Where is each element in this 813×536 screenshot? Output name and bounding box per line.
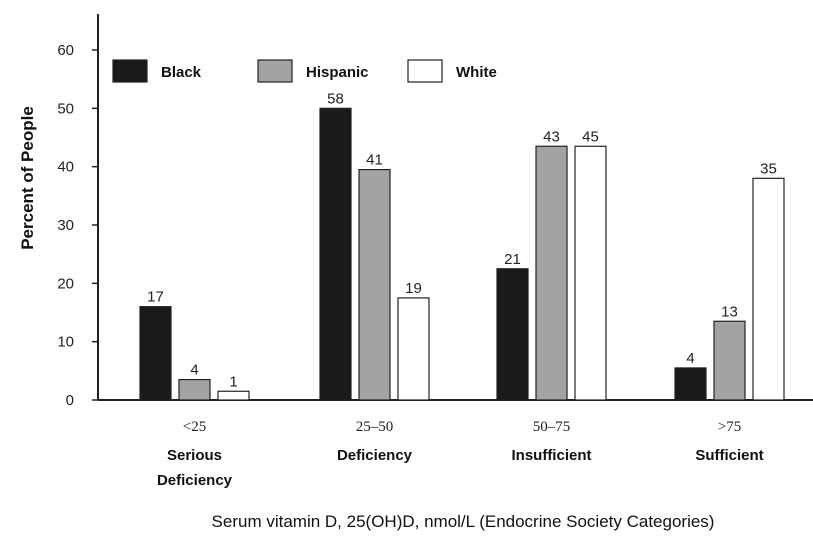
y-tick-label: 50 — [57, 100, 74, 117]
legend: Black Hispanic White — [112, 59, 497, 83]
y-tick-label: 30 — [57, 217, 74, 234]
y-tick-label: 20 — [57, 275, 74, 292]
data-label: 17 — [147, 289, 164, 306]
category-sublabel: Deficiency — [157, 472, 233, 489]
bar-white-1 — [397, 297, 430, 401]
data-label: 4 — [190, 362, 198, 379]
x-axis-label: Serum vitamin D, 25(OH)D, nmol/L (Endocr… — [212, 512, 715, 531]
bar-hispanic-1 — [358, 168, 391, 401]
x-tick-label: 25–50 — [356, 419, 394, 435]
bar-white-0 — [217, 390, 250, 401]
bar-black-1 — [319, 107, 352, 401]
bars — [139, 107, 785, 401]
data-label: 43 — [543, 128, 560, 145]
legend-swatch-white — [407, 59, 443, 83]
x-tick-label: 50–75 — [533, 419, 571, 435]
category-sublabel: Deficiency — [337, 447, 413, 464]
bar-black-0 — [139, 306, 172, 401]
legend-swatch-black — [112, 59, 148, 83]
data-label: 45 — [582, 128, 599, 145]
data-label: 4 — [686, 350, 694, 367]
bar-white-3 — [752, 177, 785, 401]
legend-label-hispanic: Hispanic — [306, 64, 369, 81]
y-tick-label: 10 — [57, 334, 74, 351]
legend-label-white: White — [456, 64, 497, 81]
category-sublabel: Sufficient — [695, 447, 763, 464]
y-tick-label: 40 — [57, 159, 74, 176]
data-label: 41 — [366, 152, 383, 169]
data-labels: 17 58 21 4 4 41 43 13 1 19 45 35 — [147, 90, 777, 390]
category-sublabel: Insufficient — [511, 447, 591, 464]
data-label: 58 — [327, 90, 344, 107]
data-label: 21 — [504, 251, 521, 268]
bar-hispanic-0 — [178, 378, 211, 401]
category-sublabel: Serious — [167, 447, 222, 464]
data-label: 1 — [229, 373, 237, 390]
data-label: 13 — [721, 303, 738, 320]
y-axis-label: Percent of People — [18, 106, 37, 250]
bar-white-2 — [574, 145, 607, 401]
x-tick-label: <25 — [183, 419, 206, 435]
legend-swatch-hispanic — [257, 59, 293, 83]
bar-black-3 — [674, 367, 707, 401]
y-axis: 0 10 20 30 40 50 60 — [57, 14, 99, 409]
legend-label-black: Black — [161, 64, 202, 81]
y-tick-label: 60 — [57, 42, 74, 59]
x-axis: <25 Serious Deficiency 25–50 Deficiency 50–75… — [98, 399, 813, 489]
data-label: 35 — [760, 160, 777, 177]
x-tick-label: >75 — [718, 419, 741, 435]
data-label: 19 — [405, 280, 422, 297]
bar-hispanic-3 — [713, 320, 746, 401]
bar-black-2 — [496, 268, 529, 401]
bar-hispanic-2 — [535, 145, 568, 401]
y-tick-label: 0 — [66, 392, 74, 409]
